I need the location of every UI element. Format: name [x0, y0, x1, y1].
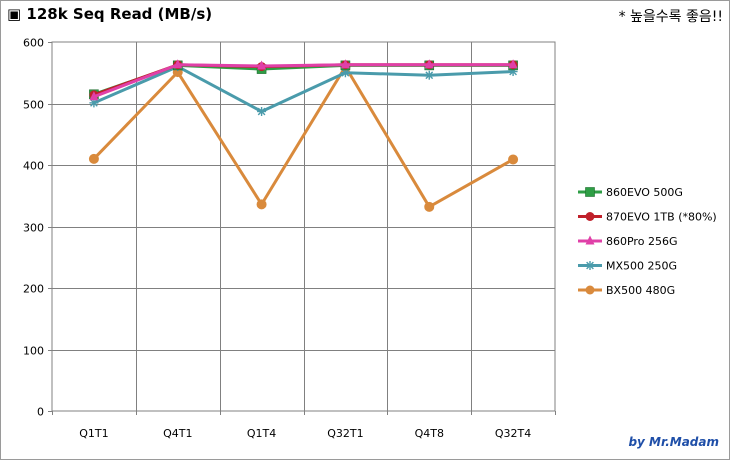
- series-3-line: [93, 65, 514, 113]
- x-tick-label-Q32T4: Q32T4: [495, 427, 531, 440]
- y-tick-label-500: 500: [23, 99, 44, 112]
- legend-label-3: MX500 250G: [606, 260, 677, 273]
- series-2-point-2: [257, 60, 267, 70]
- legend-marker-0: [585, 187, 595, 197]
- x-tick-label-Q4T8: Q4T8: [415, 427, 444, 440]
- series-4-point-2: [256, 199, 267, 210]
- y-tick-label-100: 100: [23, 345, 44, 358]
- series-2-point-1: [173, 59, 183, 69]
- higher-is-better-note: * 높을수록 좋음!!: [618, 9, 723, 25]
- legend-label-1: 870EVO 1TB (*80%): [606, 211, 717, 224]
- x-tick-label-Q32T1: Q32T1: [327, 427, 363, 440]
- x-tick-label-Q1T1: Q1T1: [79, 427, 108, 440]
- legend-label-2: 860Pro 256G: [606, 235, 677, 248]
- chart-title: ▣ 128k Seq Read (MB/s): [7, 5, 213, 23]
- legend-marker-4: [585, 285, 595, 295]
- y-tick-label-300: 300: [23, 222, 44, 235]
- y-tick-label-200: 200: [23, 283, 44, 296]
- series-2-point-5: [508, 59, 518, 69]
- legend-marker-2: [585, 235, 595, 245]
- x-tick-label-Q1T4: Q1T4: [247, 427, 276, 440]
- y-tick-label-600: 600: [23, 37, 44, 50]
- series-4-point-0: [88, 153, 99, 164]
- series-4-line: [92, 65, 514, 209]
- legend-label-4: BX500 480G: [606, 284, 675, 297]
- series-2-line: [93, 63, 514, 99]
- series-3-point-4: [424, 70, 434, 80]
- series-2-point-0: [89, 91, 99, 101]
- x-tick-label-Q4T1: Q4T1: [163, 427, 192, 440]
- y-tick-label-0: 0: [37, 406, 44, 419]
- credit-text: by Mr.Madam: [628, 435, 719, 449]
- legend-label-0: 860EVO 500G: [606, 186, 683, 199]
- series-2-point-4: [424, 59, 434, 69]
- plot-area: [51, 41, 556, 412]
- legend-marker-1: [585, 212, 595, 221]
- series-2-point-3: [340, 59, 350, 69]
- legend-marker-3: [585, 261, 595, 270]
- series-4-point-4: [424, 201, 435, 212]
- series-4-point-5: [508, 154, 519, 165]
- y-tick-label-400: 400: [23, 160, 44, 173]
- series-3-point-2: [257, 106, 267, 116]
